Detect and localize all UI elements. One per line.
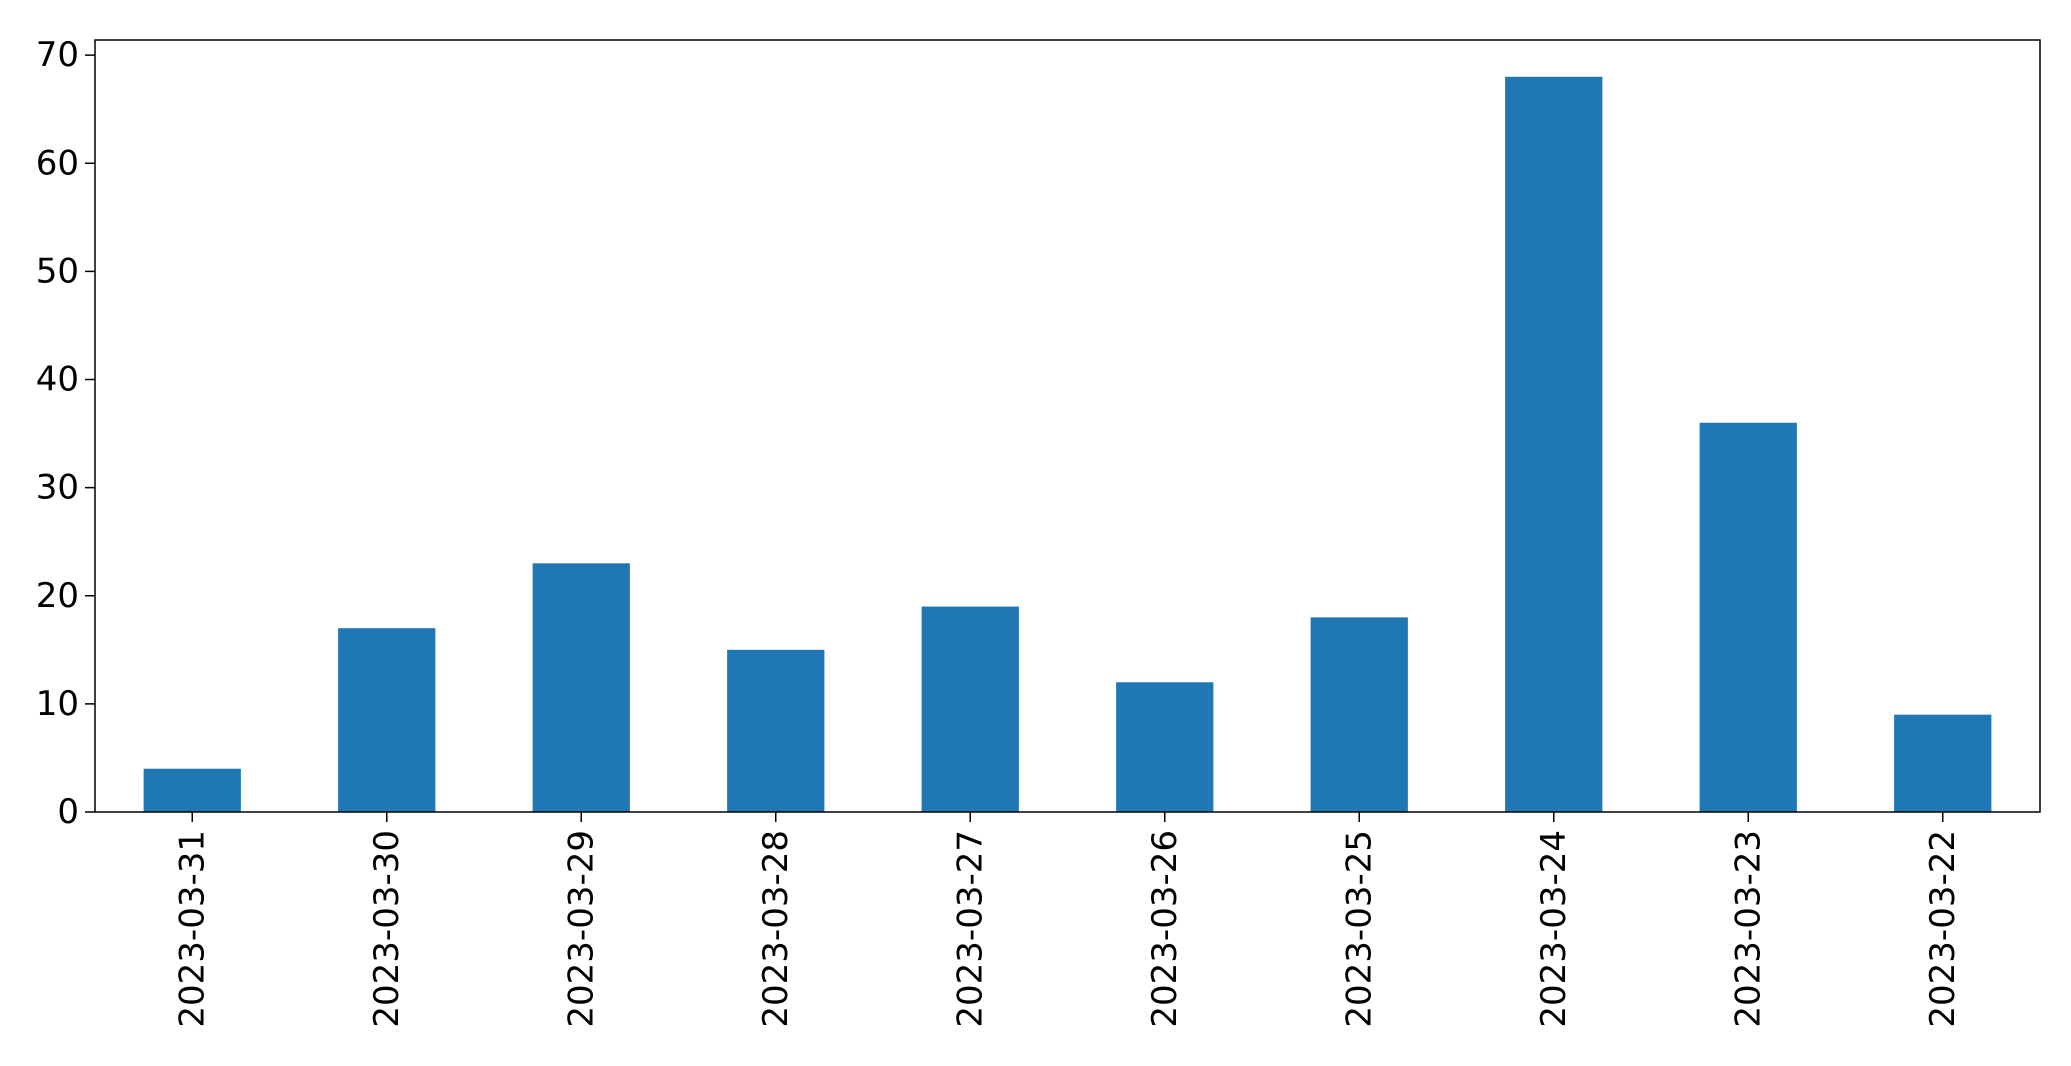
bar-2023-03-28: [727, 649, 825, 812]
y-tick-label: 50: [36, 251, 79, 291]
plot-frame: [94, 39, 2041, 813]
x-tick-label: 2023-03-30: [367, 830, 407, 1028]
y-tick-label: 0: [57, 792, 79, 832]
x-tick-label: 2023-03-28: [756, 830, 796, 1028]
bar-2023-03-27: [921, 606, 1019, 812]
bar-2023-03-23: [1699, 422, 1797, 812]
y-tick-label: 30: [36, 468, 79, 508]
y-tick-label: 60: [36, 143, 79, 183]
x-tick-label: 2023-03-22: [1923, 830, 1963, 1028]
y-tick-label: 10: [36, 684, 79, 724]
x-tick-label: 2023-03-25: [1339, 830, 1379, 1028]
x-axis: 2023-03-31 2023-03-30 2023-03-29 2023-03-28…: [172, 812, 1963, 1028]
x-tick-label: 2023-03-26: [1145, 830, 1185, 1028]
bar-2023-03-26: [1116, 682, 1214, 812]
y-tick-label: 70: [36, 35, 79, 75]
y-axis: 0 10 20 30 40 50 60 70: [36, 35, 95, 832]
x-tick-label: 2023-03-29: [561, 830, 601, 1028]
bar-2023-03-24: [1505, 76, 1603, 812]
x-tick-label: 2023-03-23: [1728, 830, 1768, 1028]
bar-2023-03-30: [338, 628, 436, 812]
bar-2023-03-22: [1894, 714, 1992, 812]
bar-2023-03-29: [532, 563, 630, 812]
x-tick-label: 2023-03-31: [172, 830, 212, 1028]
bars-group: [143, 76, 1992, 812]
y-tick-label: 20: [36, 576, 79, 616]
bar-2023-03-25: [1310, 617, 1408, 812]
bar-2023-03-31: [143, 768, 241, 812]
x-tick-label: 2023-03-24: [1534, 830, 1574, 1028]
y-tick-label: 40: [36, 360, 79, 400]
x-tick-label: 2023-03-27: [950, 830, 990, 1028]
